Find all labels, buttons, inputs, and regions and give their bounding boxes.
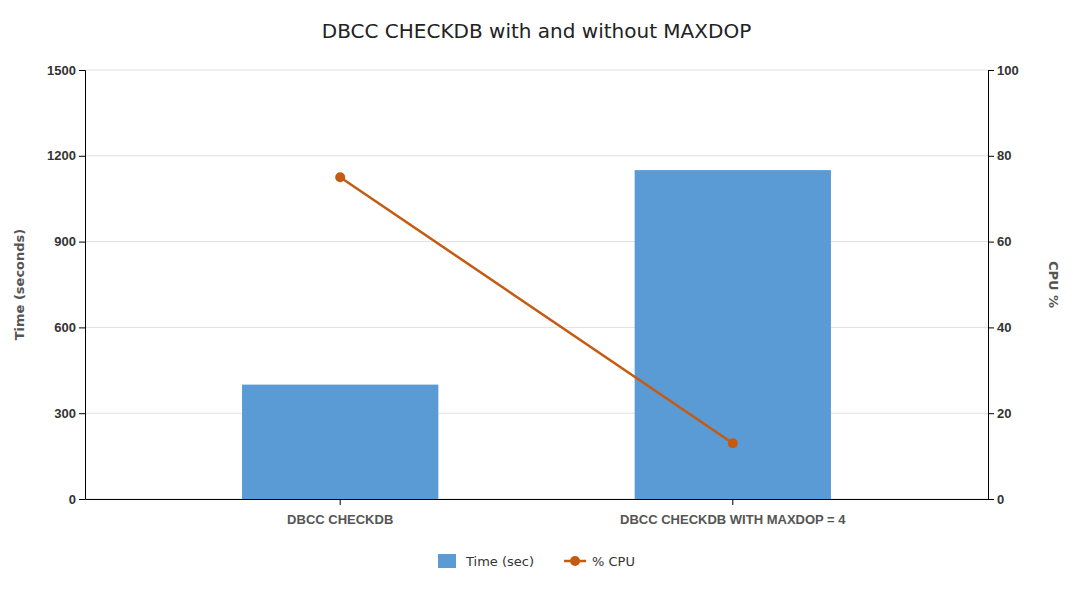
- tick-label: 80: [997, 148, 1011, 163]
- tick: 1200: [47, 148, 85, 163]
- tick-mark: [79, 327, 85, 328]
- tick-mark: [79, 70, 85, 71]
- axis-line: [86, 499, 989, 500]
- tick-mark: [988, 413, 994, 414]
- tick: 600: [54, 320, 85, 335]
- tick-mark: [79, 499, 85, 500]
- tick-label: 60: [997, 234, 1011, 249]
- bar-series: [242, 170, 831, 499]
- tick-label: 1500: [47, 63, 76, 78]
- tick: 40: [988, 320, 1011, 335]
- tick-mark: [732, 499, 733, 505]
- legend-marker: [570, 556, 580, 566]
- tick-mark: [79, 413, 85, 414]
- tick: DBCC CHECKDB WITH MAXDOP = 4: [620, 499, 846, 527]
- tick-label: 20: [997, 406, 1011, 421]
- axis-line: [79, 71, 86, 500]
- bar: [635, 170, 831, 499]
- title: DBCC CHECKDB with and without MAXDOP: [322, 19, 751, 43]
- legend-label: Time (sec): [465, 554, 534, 569]
- tick-label: 0: [69, 492, 76, 507]
- x-axis: DBCC CHECKDB DBCC CHECKDB WITH MAXDOP = 4: [86, 499, 989, 527]
- tick-label: 300: [54, 406, 76, 421]
- tick-label: 600: [54, 320, 76, 335]
- tick: 0: [69, 492, 85, 507]
- tick-mark: [988, 156, 994, 157]
- plot: DBCC CHECKDB DBCC CHECKDB WITH MAXDOP = 4…: [47, 63, 1019, 527]
- grid-line: [85, 70, 988, 71]
- legend-swatch: [438, 554, 456, 568]
- tick-label: 900: [54, 234, 76, 249]
- axis-line: [989, 71, 995, 500]
- tick: 1500: [47, 63, 85, 78]
- tick: 0: [988, 492, 1004, 507]
- y2-axis-title: CPU %: [1046, 261, 1061, 308]
- grid-line: [85, 155, 988, 156]
- tick: DBCC CHECKDB: [287, 499, 393, 527]
- marks: [242, 170, 831, 499]
- grid: [85, 70, 988, 499]
- grid-line: [85, 241, 988, 242]
- marker: [335, 172, 345, 182]
- y-axis-title: Time (seconds): [12, 229, 27, 341]
- tick-label: DBCC CHECKDB: [287, 512, 393, 527]
- y-axis: 0 300 600 900 1200 1500: [47, 63, 85, 507]
- bar: [242, 385, 438, 499]
- line: [340, 177, 733, 443]
- legend-label: % CPU: [592, 554, 635, 569]
- grid-line: [85, 327, 988, 328]
- tick-label: 100: [997, 63, 1019, 78]
- grid-line: [85, 413, 988, 414]
- tick-label: 40: [997, 320, 1011, 335]
- legend-item: Time (sec): [438, 554, 534, 569]
- tick-mark: [988, 242, 994, 243]
- tick-mark: [79, 156, 85, 157]
- chart: DBCC CHECKDB DBCC CHECKDB WITH MAXDOP = 4…: [0, 0, 1073, 589]
- tick-mark: [988, 499, 994, 500]
- y2-axis: 0 20 40 60 80 100: [988, 63, 1019, 507]
- tick-mark: [79, 242, 85, 243]
- tick-mark: [340, 499, 341, 505]
- tick: 80: [988, 148, 1011, 163]
- tick-label: 0: [997, 492, 1004, 507]
- tick-label: DBCC CHECKDB WITH MAXDOP = 4: [620, 512, 846, 527]
- tick: 900: [54, 234, 85, 249]
- tick: 300: [54, 406, 85, 421]
- grid-line: [85, 499, 988, 500]
- line-series: [335, 172, 738, 448]
- tick-label: 1200: [47, 148, 76, 163]
- legend-item: % CPU: [564, 554, 635, 569]
- marker: [728, 438, 738, 448]
- legend: Time (sec) % CPU: [438, 554, 635, 569]
- tick: 60: [988, 234, 1011, 249]
- tick: 20: [988, 406, 1011, 421]
- tick: 100: [988, 63, 1019, 78]
- tick-mark: [988, 70, 994, 71]
- tick-mark: [988, 327, 994, 328]
